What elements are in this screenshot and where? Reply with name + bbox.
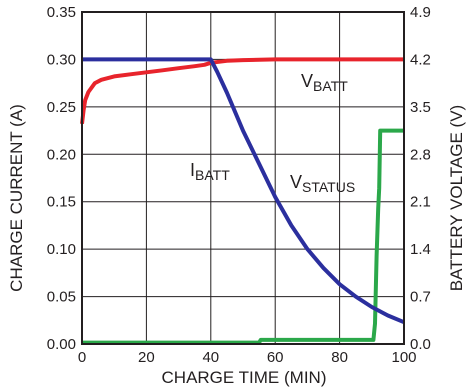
right-y-tick-label: 4.2 [410, 51, 431, 68]
ibatt-label: IBATT [190, 160, 230, 183]
ibatt-label-main: I [190, 160, 195, 180]
left-y-tick-label: 0.20 [47, 146, 76, 163]
vbatt-label: VBATT [301, 71, 348, 94]
x-tick-label: 100 [391, 349, 416, 366]
right-y-tick-label: 2.1 [410, 194, 431, 211]
x-axis-title: CHARGE TIME (MIN) [162, 368, 327, 387]
left-y-axis-title: CHARGE CURRENT (A) [7, 104, 26, 292]
right-y-tick-label: 1.4 [410, 241, 431, 258]
right-y-tick-label: 4.9 [410, 4, 431, 21]
series-layer [80, 57, 405, 345]
x-tick-label: 20 [138, 349, 155, 366]
left-y-tick-label: 0.00 [47, 336, 76, 353]
vbatt-line [80, 57, 404, 125]
tick-labels: 0 20 40 60 80 100 0.00 0.05 0.10 0.15 0.20 0.25 0.30… [47, 4, 431, 366]
ibatt-label-sub: BATT [195, 167, 230, 183]
left-y-tick-label: 0.10 [47, 241, 76, 258]
left-y-tick-label: 0.15 [47, 194, 76, 211]
right-y-axis-title: BATTERY VOLTAGE (V) [447, 105, 466, 291]
left-y-tick-label: 0.05 [47, 289, 76, 306]
vstatus-label-main: V [290, 172, 302, 192]
vstatus-line [82, 128, 404, 345]
right-y-tick-label: 0.7 [410, 289, 431, 306]
vbatt-label-sub: BATT [313, 78, 348, 94]
vstatus-label-sub: STATUS [302, 179, 355, 195]
x-tick-label: 80 [331, 349, 348, 366]
right-y-tick-label: 0.0 [410, 336, 431, 353]
x-tick-label: 60 [267, 349, 284, 366]
vstatus-label: VSTATUS [290, 172, 355, 195]
x-tick-label: 0 [78, 349, 86, 366]
plot-frame [81, 11, 405, 345]
x-tick-label: 40 [202, 349, 219, 366]
ibatt-line [82, 57, 405, 325]
vbatt-label-main: V [301, 71, 313, 91]
left-y-tick-label: 0.35 [47, 4, 76, 21]
left-y-tick-label: 0.25 [47, 99, 76, 116]
left-y-tick-label: 0.30 [47, 51, 76, 68]
right-y-tick-label: 3.5 [410, 99, 431, 116]
right-y-tick-label: 2.8 [410, 146, 431, 163]
